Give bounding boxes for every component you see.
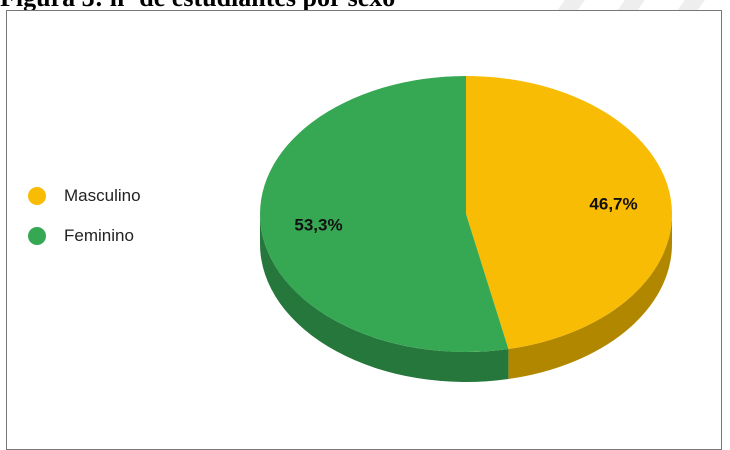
pie-slice-masculino	[466, 76, 672, 350]
pie-top-group: 46,7% 53,3%	[259, 76, 672, 353]
legend-item-feminino: Feminino	[28, 225, 141, 247]
pie-slice-feminino	[259, 76, 509, 353]
data-label-feminino: 53,3%	[294, 215, 342, 234]
legend-swatch-feminino	[28, 227, 46, 245]
chart-legend: Masculino Feminino	[28, 185, 141, 265]
pie-side-feminino	[260, 214, 509, 382]
legend-swatch-masculino	[28, 187, 46, 205]
legend-label-feminino: Feminino	[64, 226, 134, 245]
pie-side-group	[260, 214, 672, 382]
legend-item-masculino: Masculino	[28, 185, 141, 207]
data-label-masculino: 46,7%	[589, 195, 637, 214]
pie-side-masculino	[508, 214, 672, 380]
legend-label-masculino: Masculino	[64, 186, 141, 205]
figure-title: Figura 3: nº de estudiantes por sexo	[0, 0, 395, 13]
